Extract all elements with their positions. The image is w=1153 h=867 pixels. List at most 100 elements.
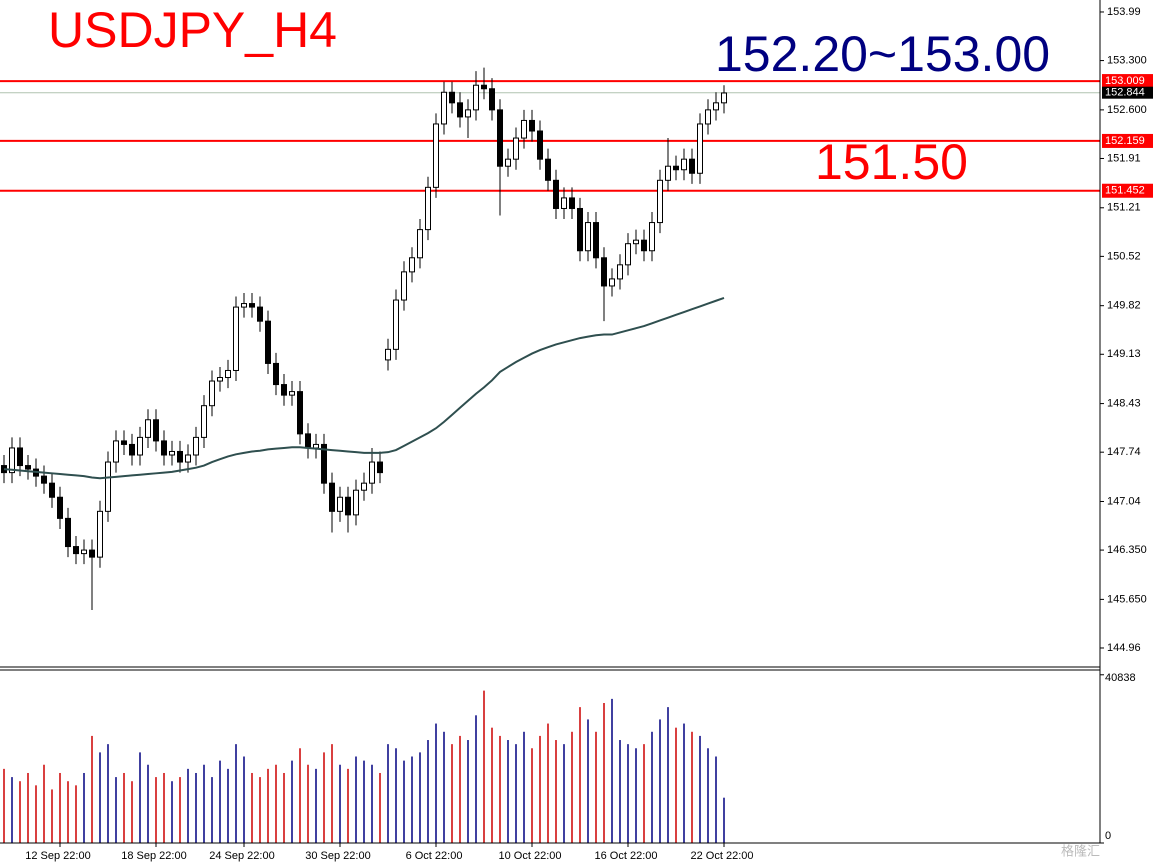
candle-body (369, 461, 375, 484)
y-tick-label: 150.52 (1107, 250, 1141, 262)
candle-body (305, 433, 311, 449)
level-label: 151.452 (1105, 185, 1145, 197)
candle-body (585, 222, 591, 252)
candle-body (481, 84, 487, 90)
candle-body (329, 482, 335, 512)
y-tick-label: 149.82 (1107, 300, 1141, 312)
candle-body (617, 264, 623, 280)
candle-body (337, 496, 343, 512)
candle-body (705, 109, 711, 125)
candle-body (417, 229, 423, 259)
candle-body (129, 443, 135, 456)
candle-body (577, 207, 583, 252)
candle-body (105, 461, 111, 512)
y-tick-label: 40838 (1105, 672, 1136, 684)
candle-body (721, 92, 727, 104)
level-label-box (1102, 133, 1153, 148)
candle-body (113, 440, 119, 463)
candle-body (185, 454, 191, 463)
last-price-box (1102, 86, 1153, 99)
watermark: 格隆汇 (1061, 843, 1100, 858)
candle-body (393, 299, 399, 350)
level-label-box (1102, 74, 1153, 89)
candle-body (649, 222, 655, 252)
level-label: 153.009 (1105, 75, 1145, 87)
y-tick-label: 151.21 (1107, 202, 1141, 214)
candle-body (73, 546, 79, 555)
candle-body (601, 257, 607, 287)
x-tick-label: 12 Sep 22:00 (25, 850, 90, 862)
candle-body (665, 165, 671, 181)
x-tick-label: 10 Oct 22:00 (499, 850, 562, 862)
candle-body (297, 391, 303, 435)
candle-body (537, 130, 543, 160)
x-tick-label: 6 Oct 22:00 (406, 850, 463, 862)
y-tick-label: 153.300 (1107, 54, 1147, 66)
candle-body (713, 102, 719, 111)
y-tick-label: 149.13 (1107, 348, 1141, 360)
candle-body (97, 510, 103, 558)
y-tick-label: 151.91 (1107, 152, 1141, 164)
candle-body (689, 158, 695, 174)
candle-body (561, 197, 567, 209)
candle-body (425, 186, 431, 231)
candle-body (521, 119, 527, 139)
candle-body (497, 109, 503, 167)
candle-body (169, 450, 175, 456)
level-label: 152.159 (1105, 135, 1145, 147)
candle-body (657, 179, 663, 224)
candle-body (385, 348, 391, 361)
candle-body (17, 447, 23, 467)
candle-body (249, 303, 255, 308)
candle-body (49, 482, 55, 498)
y-tick-label: 0 (1105, 830, 1111, 842)
candle-body (121, 440, 127, 445)
x-tick-label: 30 Sep 22:00 (305, 850, 370, 862)
candle-body (313, 443, 319, 449)
candle-body (633, 239, 639, 245)
x-tick-label: 24 Sep 22:00 (209, 850, 274, 862)
candle-body (41, 475, 47, 484)
candle-body (569, 197, 575, 209)
y-tick-label: 152.600 (1107, 104, 1147, 116)
candle-body (145, 419, 151, 438)
candle-body (697, 123, 703, 174)
candle-body (505, 158, 511, 167)
chart-title: USDJPY_H4 (48, 2, 337, 58)
candle-body (193, 436, 199, 456)
candle-body (641, 239, 647, 252)
candle-body (529, 119, 535, 132)
candle-body (57, 496, 63, 519)
candle-body (281, 384, 287, 396)
candle-body (433, 123, 439, 188)
last-price-label: 152.844 (1105, 87, 1145, 99)
y-tick-label: 147.74 (1107, 446, 1141, 458)
candle-body (553, 179, 559, 209)
y-tick-label: 144.96 (1107, 642, 1141, 654)
candle-body (473, 84, 479, 111)
candle-body (409, 257, 415, 273)
level-label-box (1102, 183, 1153, 198)
candle-body (225, 369, 231, 379)
candle-body (377, 461, 383, 474)
y-tick-label: 153.99 (1107, 6, 1141, 18)
x-tick-label: 22 Oct 22:00 (691, 850, 754, 862)
candle-body (153, 419, 159, 442)
candle-body (209, 380, 215, 407)
candle-body (489, 88, 495, 111)
candle-body (265, 320, 271, 364)
annotation: 151.50 (815, 134, 968, 190)
y-tick-label: 148.43 (1107, 397, 1141, 409)
candle-body (673, 165, 679, 171)
candle-body (89, 549, 95, 558)
y-tick-label: 145.650 (1107, 593, 1147, 605)
annotation: 152.20~153.00 (715, 26, 1050, 82)
candle-body (401, 271, 407, 301)
candle-body (513, 137, 519, 160)
candle-body (25, 465, 31, 470)
candle-body (257, 306, 263, 322)
candle-body (9, 447, 15, 474)
candle-body (65, 517, 71, 548)
candle-body (345, 496, 351, 516)
